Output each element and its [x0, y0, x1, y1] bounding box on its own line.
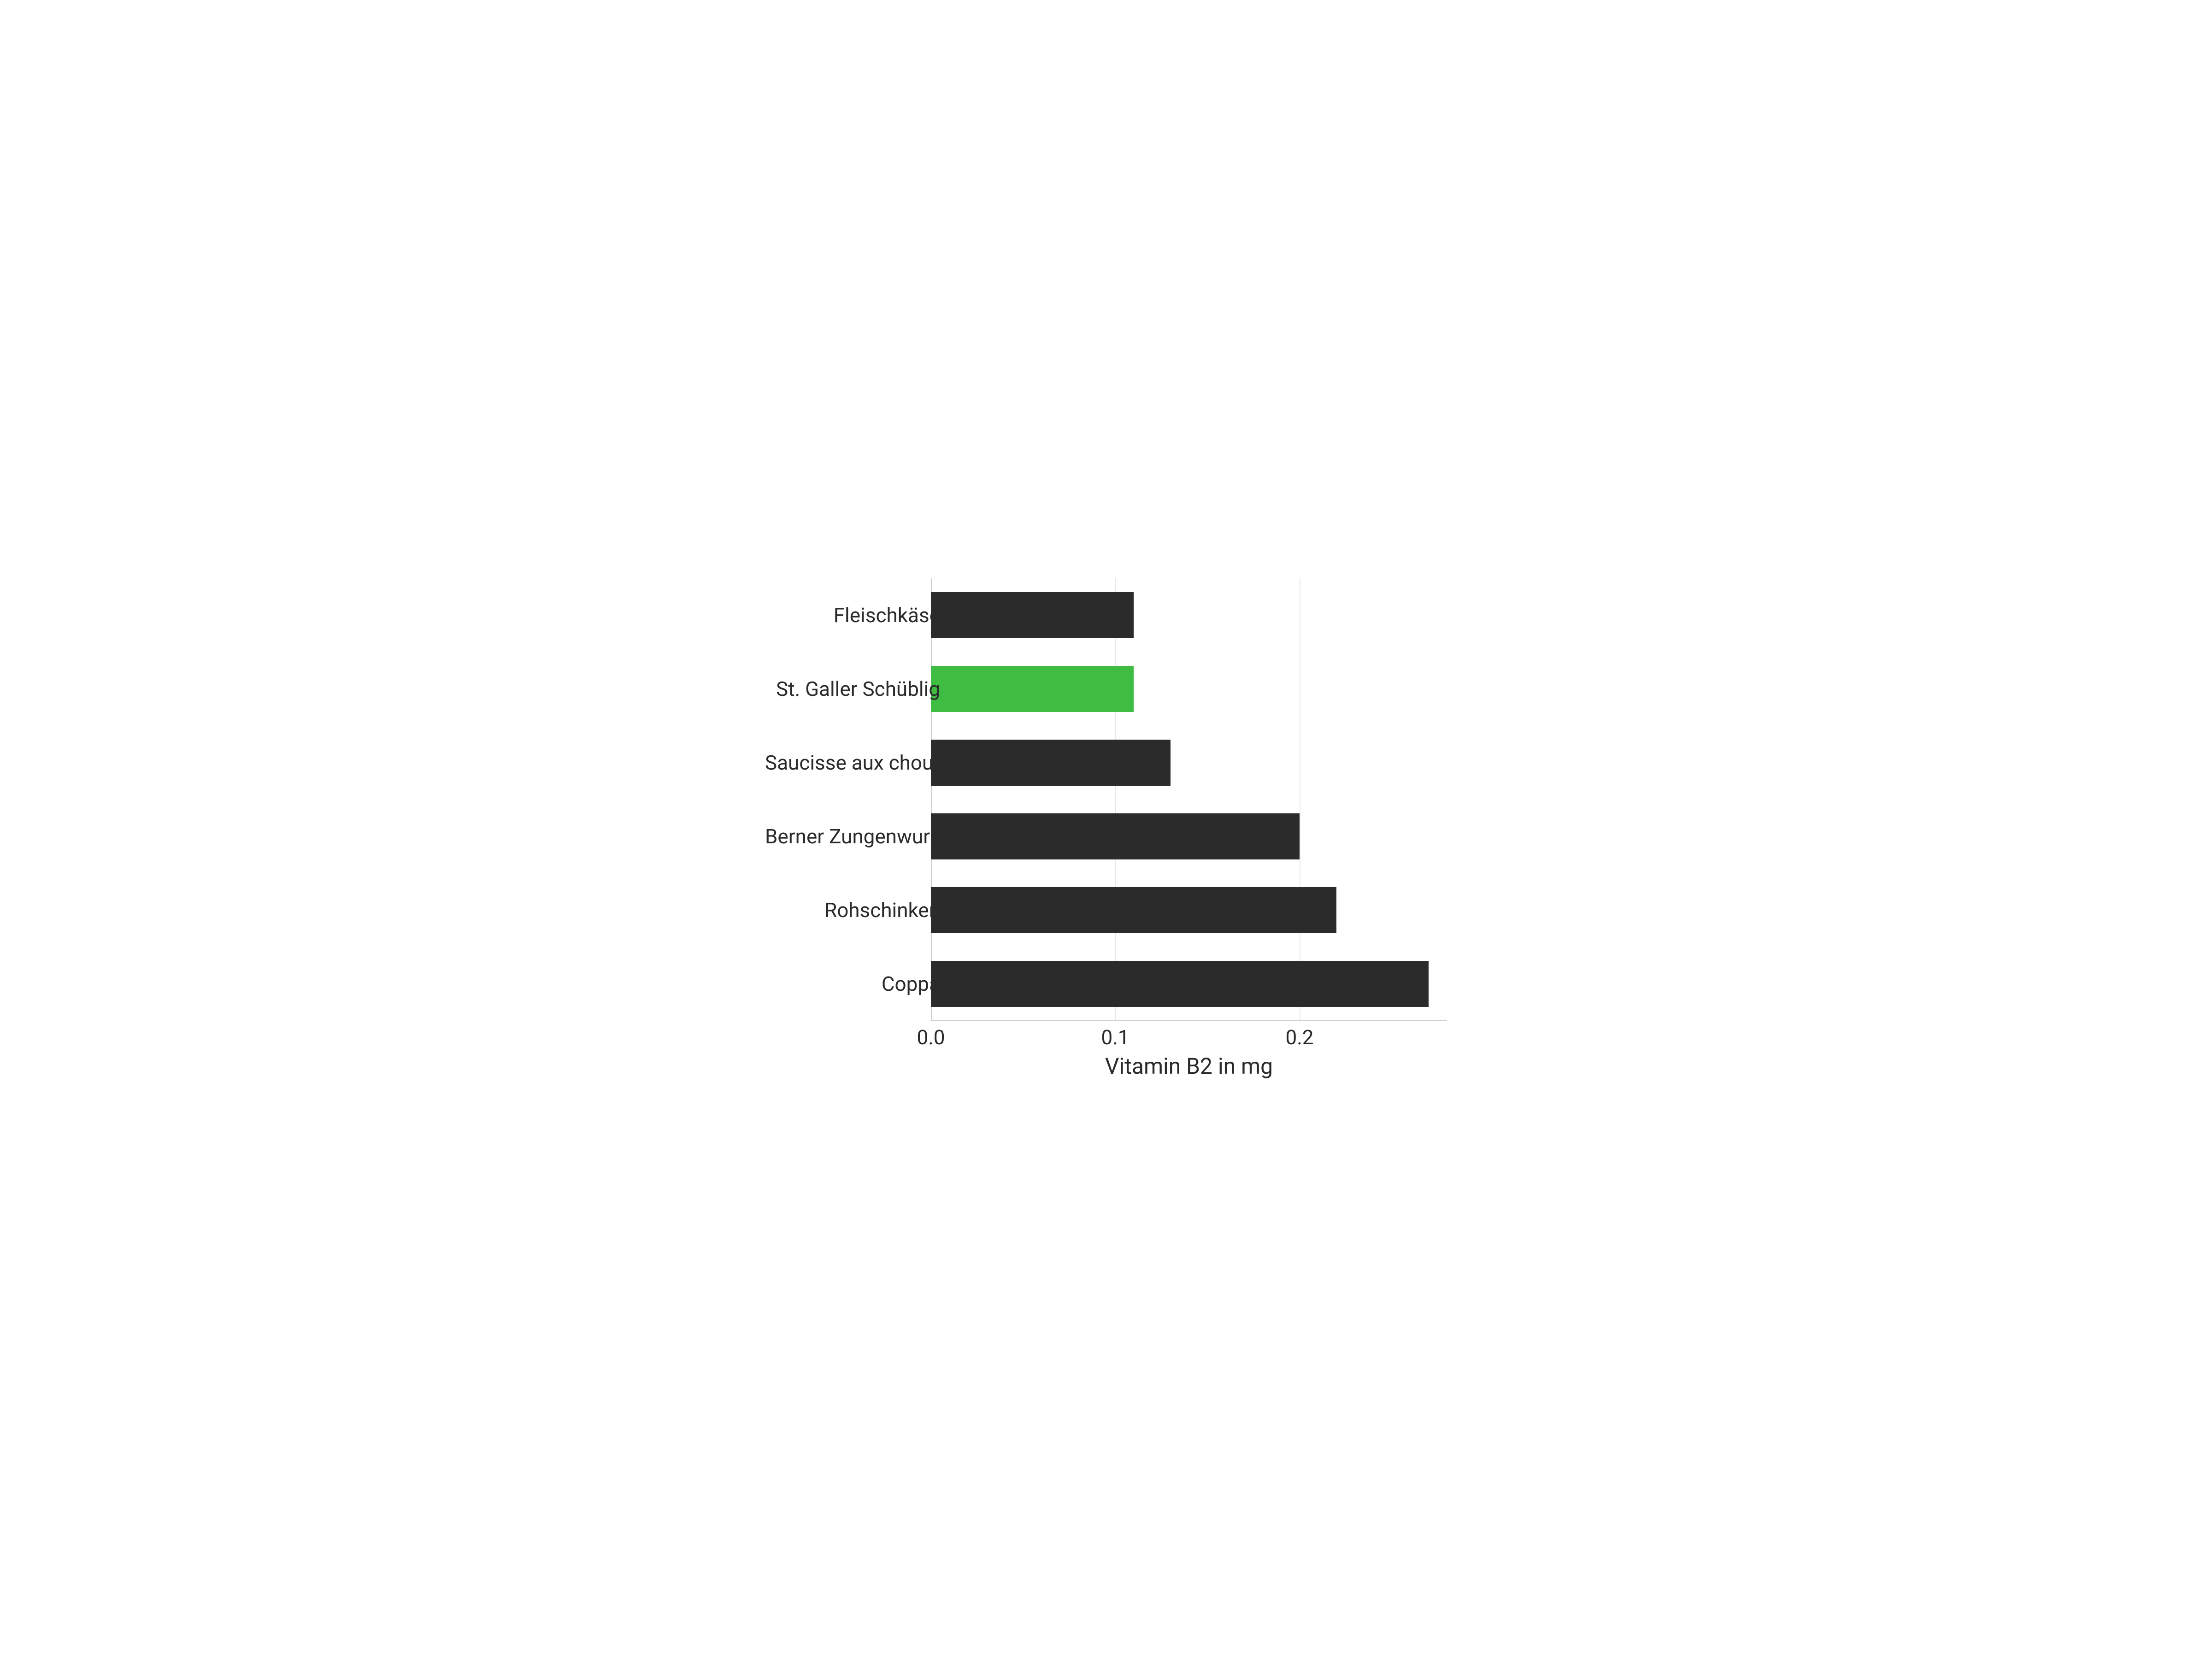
- x-tick-label: 0.1: [1101, 1025, 1129, 1049]
- x-axis-title: Vitamin B2 in mg: [1105, 1053, 1273, 1079]
- bar: [931, 887, 1336, 933]
- bar: [931, 592, 1134, 638]
- bar-row: [931, 813, 1300, 859]
- x-axis-line: [931, 1020, 1447, 1021]
- bar-row: [931, 961, 1429, 1007]
- y-axis-label: Coppa: [765, 972, 940, 996]
- y-axis-line: [931, 578, 932, 1021]
- y-axis-label: Fleischkäse: [765, 603, 940, 627]
- bar: [931, 740, 1171, 786]
- bar: [931, 961, 1429, 1007]
- bar: [931, 666, 1134, 712]
- x-tick-label: 0.0: [917, 1025, 945, 1049]
- chart-container: Vitamin B2 in mg 0.00.10.2 FleischkäseSt…: [747, 560, 1465, 1099]
- y-axis-label: Saucisse aux choux: [765, 751, 940, 775]
- bar-row: [931, 887, 1336, 933]
- bar: [931, 813, 1300, 859]
- x-tick-label: 0.2: [1285, 1025, 1313, 1049]
- y-axis-label: St. Galler Schüblig: [765, 677, 940, 701]
- y-axis-label: Berner Zungenwurst: [765, 824, 940, 848]
- bar-row: [931, 592, 1134, 638]
- gridline: [1115, 578, 1116, 1021]
- plot-area: Vitamin B2 in mg 0.00.10.2: [931, 578, 1447, 1021]
- y-axis-label: Rohschinken: [765, 898, 940, 922]
- bar-row: [931, 666, 1134, 712]
- bar-row: [931, 740, 1171, 786]
